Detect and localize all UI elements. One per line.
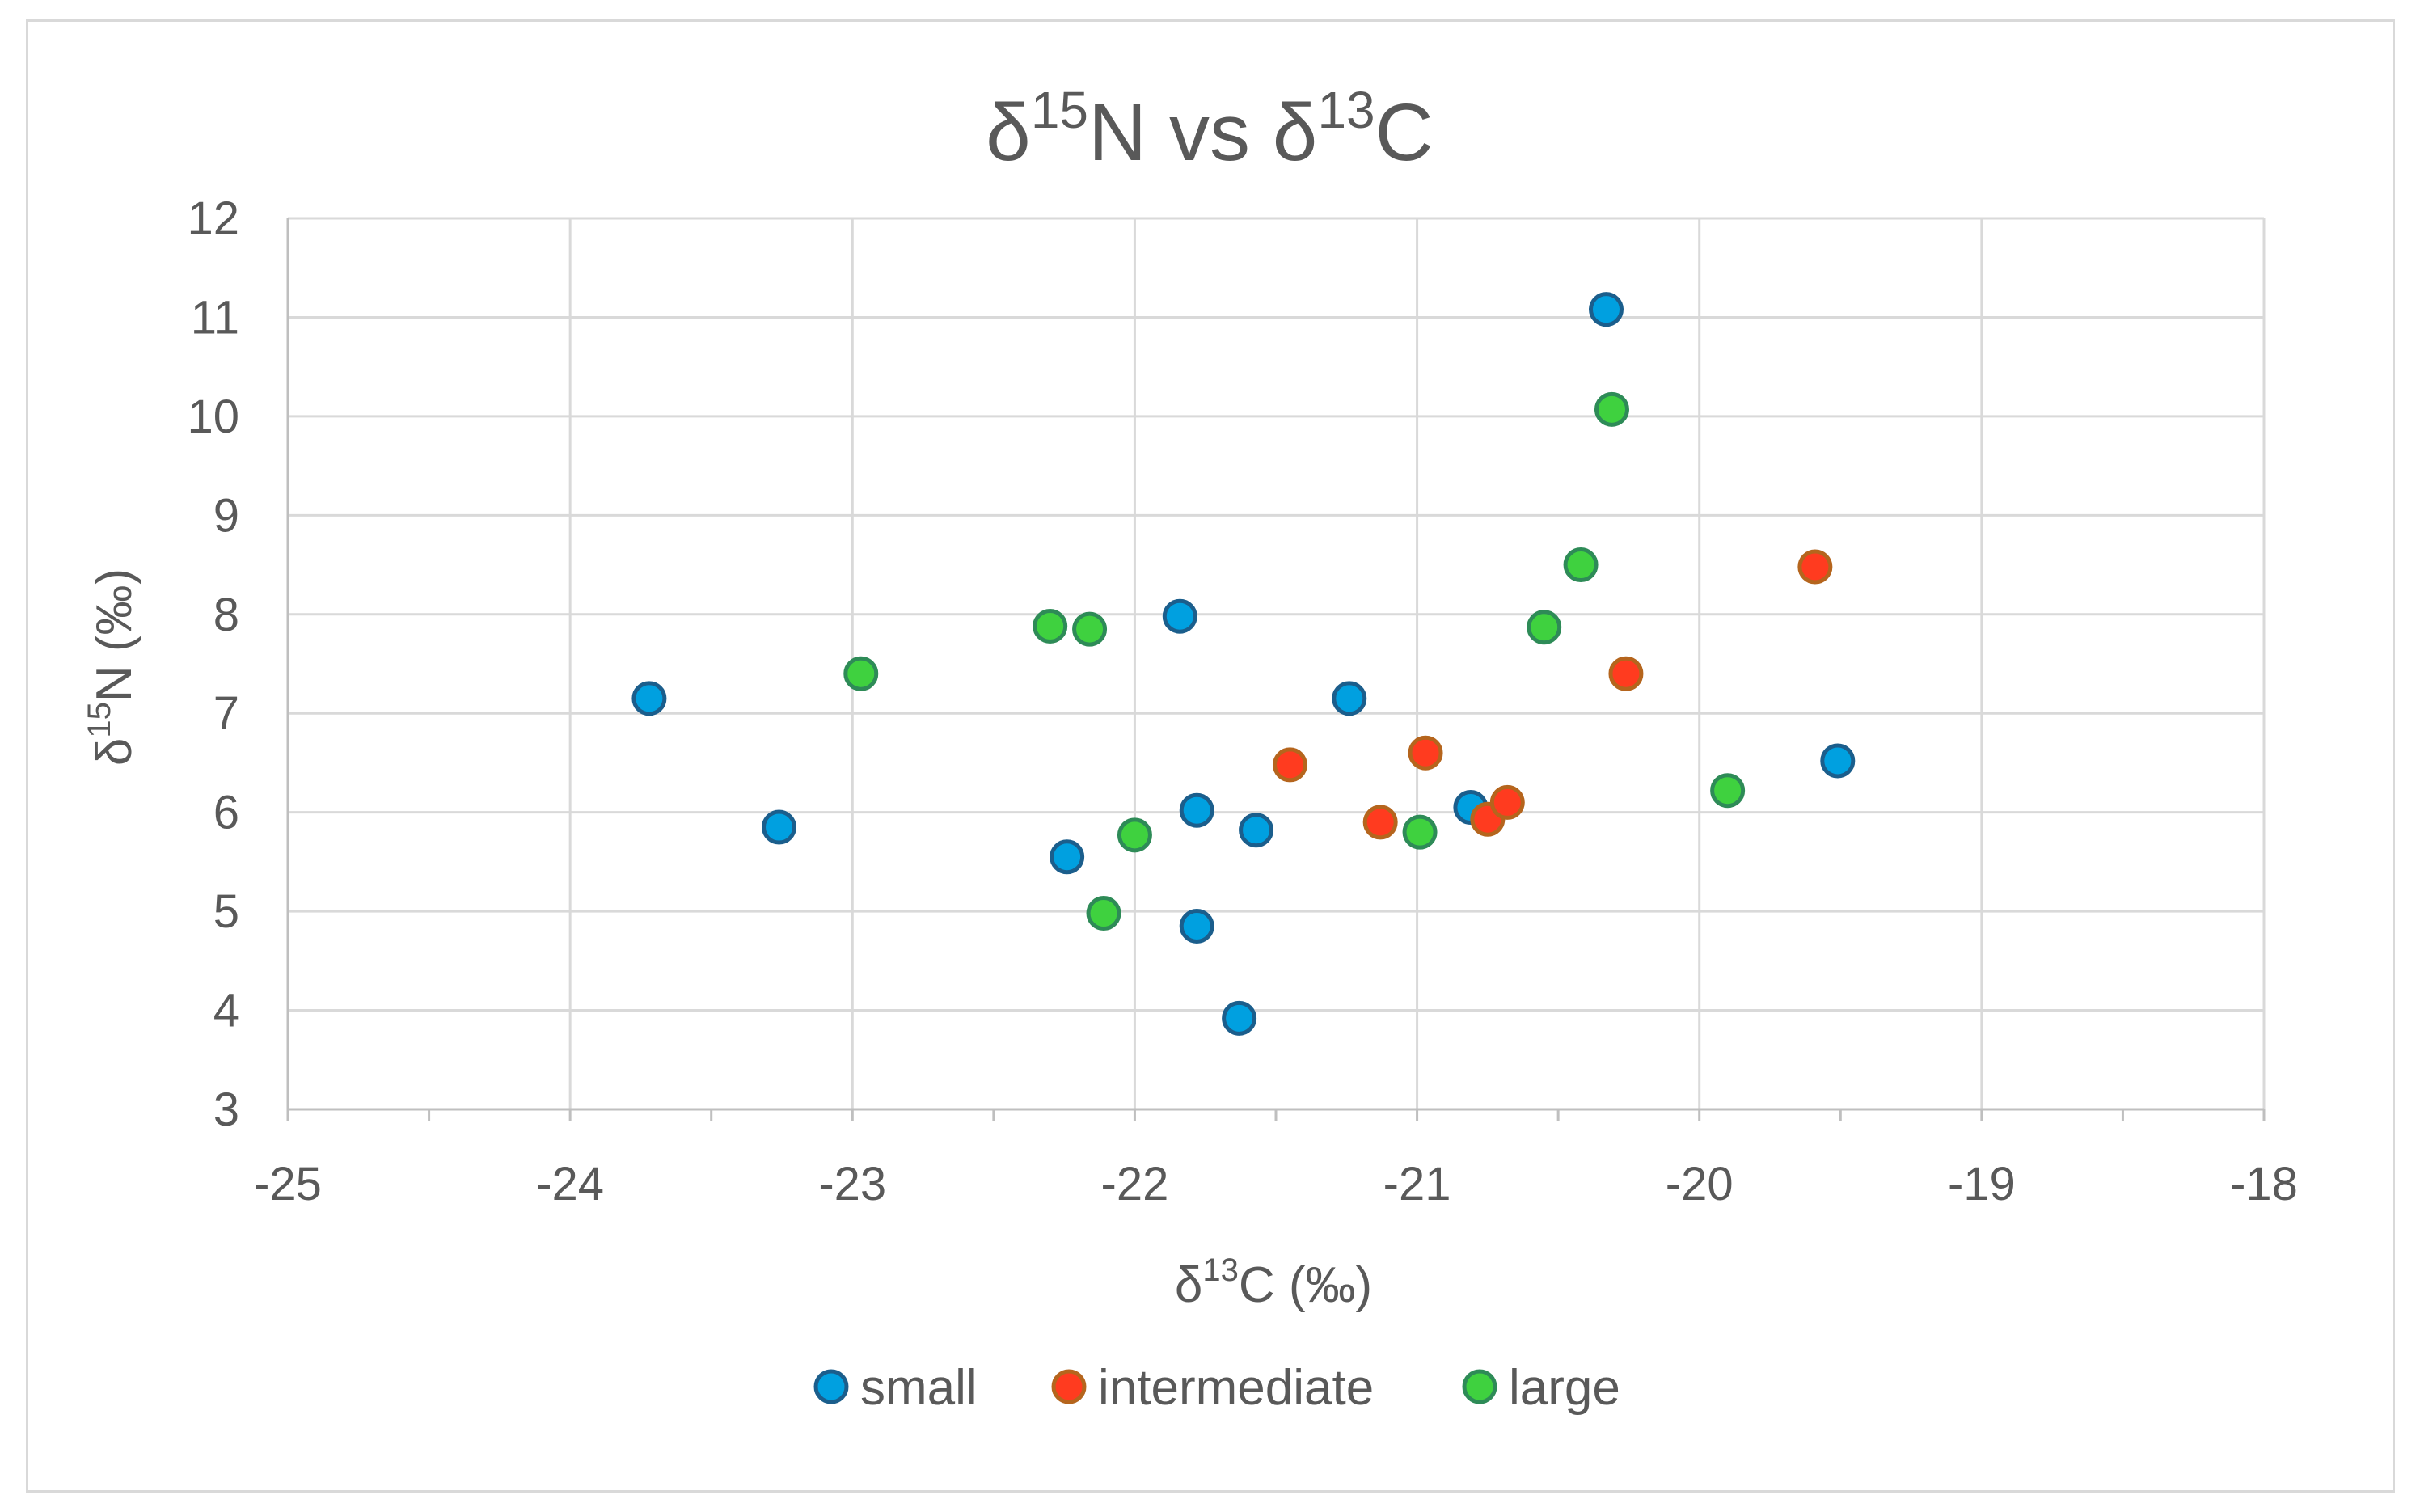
data-point-intermediate xyxy=(1489,784,1525,820)
data-point-small xyxy=(762,809,797,845)
y-tick-label: 5 xyxy=(213,885,239,938)
y-tick-label: 4 xyxy=(213,985,239,1037)
x-tick-label: -19 xyxy=(1948,1158,2016,1210)
data-point-large xyxy=(1527,610,1562,645)
data-point-small xyxy=(1332,681,1367,716)
x-tick-label: -24 xyxy=(536,1158,604,1210)
data-point-small xyxy=(1179,908,1214,944)
xlabel-sup: 13 xyxy=(1202,1252,1239,1288)
chart-frame xyxy=(26,19,2395,1493)
tick-labels: 3 4 5 6 7 8 9 10 11 12 -25 -24 -23 -22 -21 -20 -19 -18 xyxy=(187,192,2297,1210)
y-tick-label: 3 xyxy=(213,1083,239,1136)
data-point-large xyxy=(1710,773,1746,809)
legend-label-intermediate: intermediate xyxy=(1098,1360,1374,1416)
y-tick-label: 10 xyxy=(187,391,239,443)
data-point-intermediate xyxy=(1797,549,1833,585)
legend: small intermediate large xyxy=(813,1360,1620,1416)
y-tick-label: 7 xyxy=(213,687,239,740)
x-tick-label: -21 xyxy=(1383,1158,1451,1210)
y-tick-label: 12 xyxy=(187,192,239,245)
data-point-small xyxy=(1820,743,1856,779)
x-tick-label: -22 xyxy=(1101,1158,1169,1210)
legend-item-small: small xyxy=(813,1360,978,1416)
data-point-large xyxy=(1594,391,1629,427)
title-mid: N vs δ xyxy=(1088,87,1317,178)
chart-title: δ15N vs δ13C xyxy=(986,81,1434,178)
data-point-small xyxy=(1050,839,1085,875)
y-tick-label: 11 xyxy=(191,291,239,344)
data-point-large xyxy=(1072,611,1108,647)
data-point-small xyxy=(1222,1000,1257,1036)
y-tick-label: 6 xyxy=(213,787,239,839)
gridlines xyxy=(288,217,2266,1109)
ylabel-suffix: N (‰) xyxy=(87,568,142,702)
y-axis-title: δ15N (‰) xyxy=(82,568,142,766)
data-point-small xyxy=(631,681,667,716)
title-prefix: δ xyxy=(986,87,1031,178)
data-point-large xyxy=(1563,547,1599,583)
data-point-intermediate xyxy=(1608,656,1644,691)
title-sup2: 13 xyxy=(1317,81,1375,139)
data-point-large xyxy=(1117,817,1152,853)
legend-label-large: large xyxy=(1509,1360,1620,1416)
data-points xyxy=(631,292,1856,1036)
x-tick-label: -23 xyxy=(818,1158,886,1210)
title-suffix: C xyxy=(1375,87,1434,178)
axes xyxy=(286,218,2266,1121)
data-point-small xyxy=(1162,598,1197,634)
xlabel-prefix: δ xyxy=(1175,1257,1203,1313)
data-point-intermediate xyxy=(1272,747,1307,783)
data-point-large xyxy=(843,656,879,691)
y-tick-label: 9 xyxy=(213,489,239,542)
data-point-intermediate xyxy=(1408,735,1443,771)
legend-marker-intermediate xyxy=(1051,1369,1087,1404)
data-point-intermediate xyxy=(1362,805,1398,840)
legend-marker-small xyxy=(813,1369,849,1404)
legend-item-large: large xyxy=(1462,1360,1620,1416)
x-axis-title: δ13C (‰) xyxy=(1175,1252,1372,1313)
title-sup1: 15 xyxy=(1031,81,1088,139)
data-point-small xyxy=(1179,792,1214,828)
x-tick-label: -20 xyxy=(1666,1158,1734,1210)
xlabel-suffix: C (‰) xyxy=(1239,1257,1372,1313)
legend-label-small: small xyxy=(860,1360,978,1416)
x-tick-label: -18 xyxy=(2230,1158,2298,1210)
legend-marker-large xyxy=(1462,1369,1497,1404)
data-point-small xyxy=(1588,292,1624,327)
ylabel-sup: 15 xyxy=(82,702,117,738)
x-tick-label: -25 xyxy=(254,1158,322,1210)
data-point-large xyxy=(1402,814,1438,850)
legend-item-intermediate: intermediate xyxy=(1051,1360,1374,1416)
data-point-small xyxy=(1239,813,1274,848)
data-point-large xyxy=(1086,896,1121,931)
data-point-large xyxy=(1033,608,1068,644)
y-tick-label: 8 xyxy=(213,589,239,641)
ylabel-prefix: δ xyxy=(87,738,142,767)
